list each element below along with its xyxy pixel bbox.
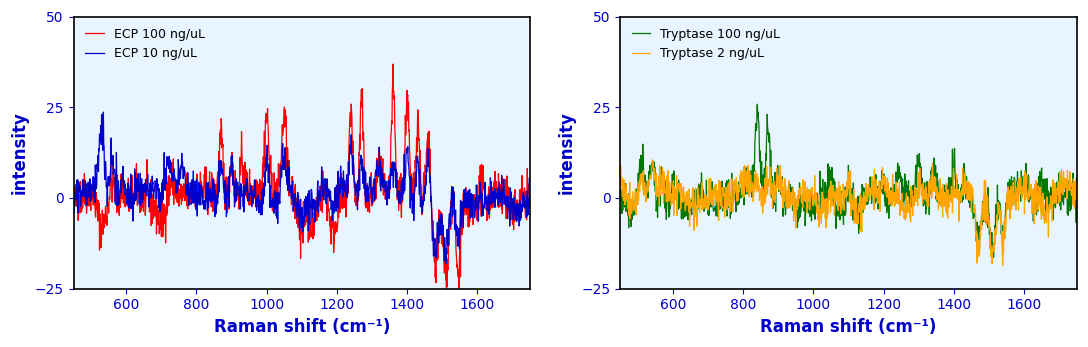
Tryptase 100 ng/uL	[874, 188, 887, 192]
Tryptase 100 ng/uL	[623, 214, 636, 218]
ECP 100 ng/uL	[523, 187, 536, 191]
ECP 10 ng/uL	[76, 178, 89, 182]
Tryptase 2 ng/uL	[1071, 198, 1084, 202]
Tryptase 2 ng/uL	[997, 263, 1010, 268]
ECP 100 ng/uL	[475, 206, 489, 210]
Tryptase 2 ng/uL	[623, 180, 636, 185]
Tryptase 2 ng/uL	[617, 177, 630, 181]
ECP 10 ng/uL	[350, 186, 363, 191]
ECP 100 ng/uL	[349, 204, 362, 208]
Legend: ECP 100 ng/uL, ECP 10 ng/uL: ECP 100 ng/uL, ECP 10 ng/uL	[79, 23, 210, 65]
ECP 10 ng/uL	[67, 209, 81, 213]
Tryptase 2 ng/uL	[897, 201, 910, 205]
Tryptase 2 ng/uL	[646, 158, 659, 162]
Y-axis label: intensity: intensity	[11, 111, 29, 194]
ECP 100 ng/uL	[386, 62, 399, 66]
Line: ECP 10 ng/uL: ECP 10 ng/uL	[74, 112, 530, 263]
X-axis label: Raman shift (cm⁻¹): Raman shift (cm⁻¹)	[213, 318, 390, 336]
Tryptase 2 ng/uL	[1023, 191, 1036, 195]
Line: Tryptase 100 ng/uL: Tryptase 100 ng/uL	[620, 104, 1077, 257]
ECP 100 ng/uL	[67, 196, 81, 201]
Tryptase 100 ng/uL	[614, 191, 627, 195]
Tryptase 100 ng/uL	[1023, 200, 1036, 204]
ECP 10 ng/uL	[327, 211, 341, 215]
Tryptase 100 ng/uL	[897, 185, 910, 189]
Tryptase 2 ng/uL	[614, 183, 627, 187]
ECP 100 ng/uL	[76, 189, 89, 193]
ECP 10 ng/uL	[440, 261, 453, 265]
ECP 10 ng/uL	[475, 192, 489, 196]
ECP 10 ng/uL	[271, 221, 284, 226]
ECP 10 ng/uL	[71, 178, 84, 182]
Tryptase 2 ng/uL	[818, 205, 831, 209]
ECP 10 ng/uL	[97, 110, 110, 114]
X-axis label: Raman shift (cm⁻¹): Raman shift (cm⁻¹)	[761, 318, 937, 336]
Tryptase 100 ng/uL	[818, 202, 831, 206]
ECP 100 ng/uL	[440, 303, 453, 307]
Tryptase 100 ng/uL	[751, 102, 764, 106]
Line: Tryptase 2 ng/uL: Tryptase 2 ng/uL	[620, 160, 1077, 265]
Legend: Tryptase 100 ng/uL, Tryptase 2 ng/uL: Tryptase 100 ng/uL, Tryptase 2 ng/uL	[627, 23, 786, 65]
Line: ECP 100 ng/uL: ECP 100 ng/uL	[74, 64, 530, 305]
ECP 10 ng/uL	[523, 203, 536, 207]
Y-axis label: intensity: intensity	[558, 111, 576, 194]
ECP 100 ng/uL	[271, 185, 284, 189]
Tryptase 2 ng/uL	[874, 188, 887, 193]
Tryptase 100 ng/uL	[1071, 195, 1084, 200]
ECP 100 ng/uL	[326, 220, 339, 224]
Tryptase 100 ng/uL	[617, 192, 630, 196]
Tryptase 100 ng/uL	[987, 255, 1000, 259]
ECP 100 ng/uL	[71, 203, 84, 208]
